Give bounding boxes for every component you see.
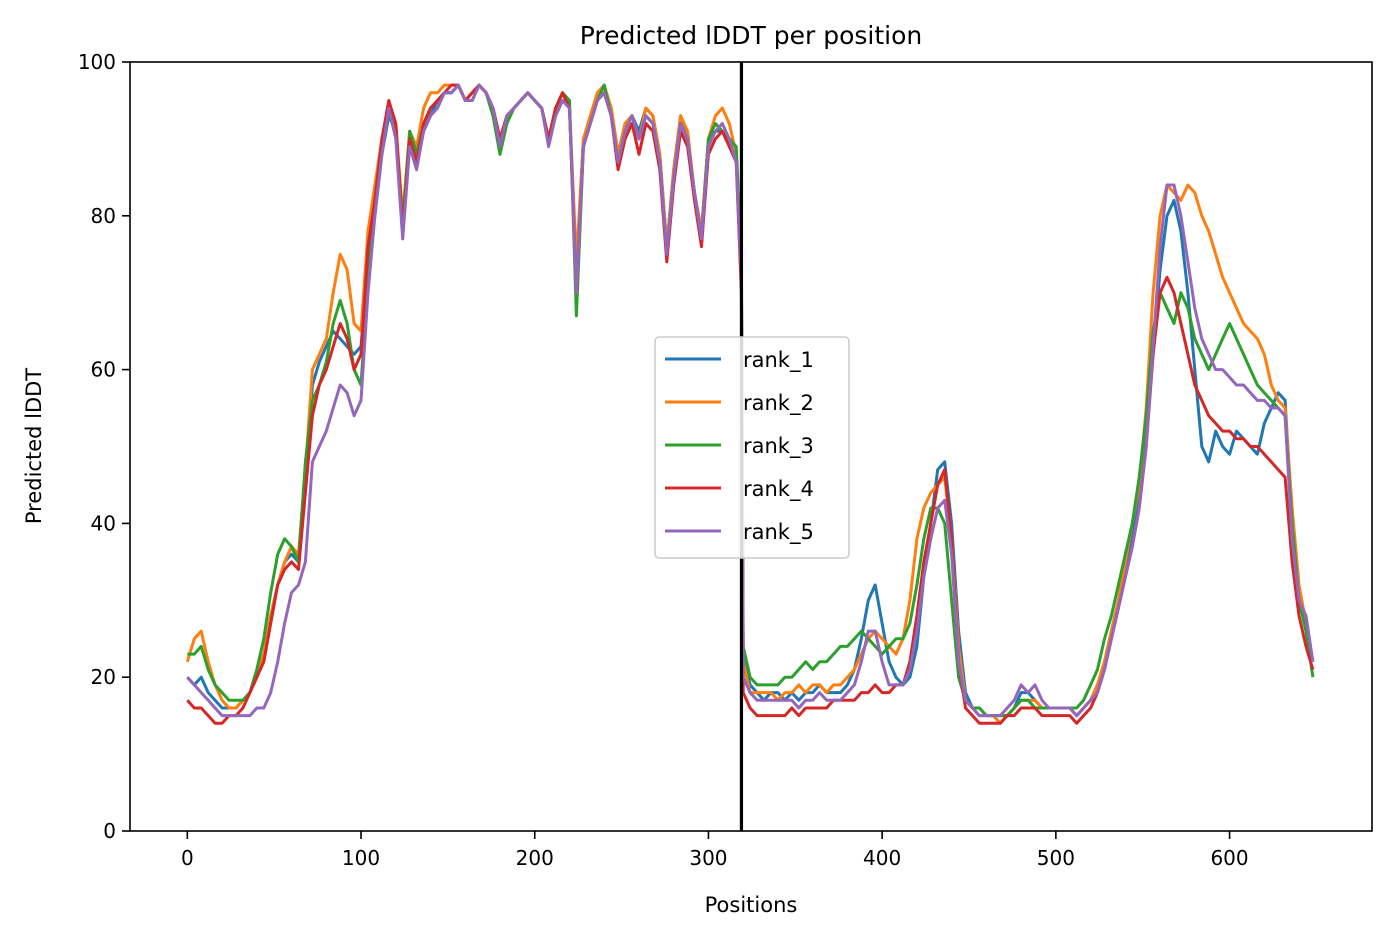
x-tick-label: 600: [1210, 846, 1248, 870]
legend-label-rank-4: rank_4: [743, 477, 814, 502]
legend-label-rank-2: rank_2: [743, 391, 814, 416]
y-tick-label: 60: [91, 358, 116, 382]
x-tick-label: 0: [181, 846, 194, 870]
y-tick-label: 100: [78, 50, 116, 74]
y-tick-label: 20: [91, 665, 116, 689]
legend-box: [654, 336, 850, 559]
x-axis: 0 100 200 300 400 500 600: [181, 831, 1249, 870]
x-tick-label: 300: [689, 846, 727, 870]
y-axis-title: Predicted lDDT: [22, 368, 46, 524]
series-lines: [185, 83, 1315, 725]
x-tick-label: 200: [516, 846, 554, 870]
y-tick-label: 80: [91, 204, 116, 228]
x-tick-label: 400: [863, 846, 901, 870]
x-tick-label: 500: [1037, 846, 1075, 870]
plot-area: [129, 61, 1373, 832]
legend-label-rank-5: rank_5: [743, 520, 814, 545]
x-axis-title: Positions: [705, 893, 798, 917]
y-tick-label: 0: [103, 819, 116, 843]
axes-frame: [129, 61, 1373, 832]
y-tick-label: 40: [91, 511, 116, 535]
series-line-rank-5: [186, 83, 1315, 718]
legend-label-rank-1: rank_1: [743, 348, 814, 373]
legend: rank_1 rank_2 rank_3 rank_4 rank_5: [654, 336, 850, 559]
x-tick-label: 100: [342, 846, 380, 870]
legend-label-rank-3: rank_3: [743, 434, 814, 459]
y-axis: 0 20 40 60 80 100: [78, 50, 130, 843]
chart-title: Predicted lDDT per position: [580, 21, 922, 50]
